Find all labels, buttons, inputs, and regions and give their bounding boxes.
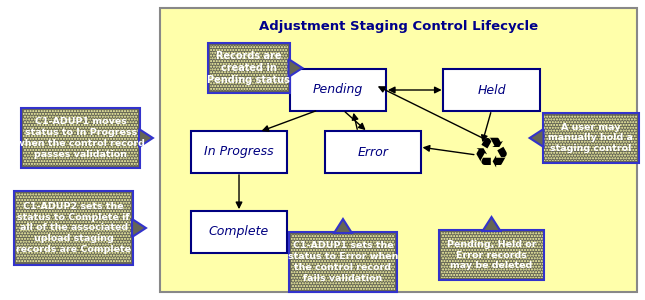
Text: A user may
manually hold a
staging control: A user may manually hold a staging contr… <box>548 123 633 153</box>
FancyBboxPatch shape <box>290 69 386 111</box>
Polygon shape <box>288 59 303 77</box>
Text: Pending, Held or
Error records
may be deleted: Pending, Held or Error records may be de… <box>447 240 536 270</box>
Polygon shape <box>482 217 501 231</box>
FancyBboxPatch shape <box>288 232 397 292</box>
Text: Complete: Complete <box>209 226 269 238</box>
Polygon shape <box>334 219 352 233</box>
Text: C1-ADUP1 sets the
status to Error when
the control record
fails validation: C1-ADUP1 sets the status to Error when t… <box>288 242 398 283</box>
FancyBboxPatch shape <box>444 69 539 111</box>
Text: Adjustment Staging Control Lifecycle: Adjustment Staging Control Lifecycle <box>259 20 538 33</box>
FancyBboxPatch shape <box>191 211 287 253</box>
FancyBboxPatch shape <box>14 191 133 265</box>
Polygon shape <box>139 129 153 147</box>
FancyBboxPatch shape <box>324 131 421 173</box>
Polygon shape <box>132 219 146 237</box>
Text: Pending: Pending <box>313 83 363 97</box>
Text: C1-ADUP1 moves
status to In Progress
when the control record
passes validation: C1-ADUP1 moves status to In Progress whe… <box>16 117 145 159</box>
FancyBboxPatch shape <box>542 113 639 163</box>
Text: In Progress: In Progress <box>204 146 274 158</box>
Text: Error: Error <box>357 146 388 158</box>
Text: Held: Held <box>477 83 506 97</box>
Text: ♻: ♻ <box>473 134 510 176</box>
Text: C1-ADUP2 sets the
status to Complete if
all of the associated
upload staging
rec: C1-ADUP2 sets the status to Complete if … <box>16 202 131 254</box>
FancyBboxPatch shape <box>191 131 287 173</box>
FancyBboxPatch shape <box>208 43 290 93</box>
Text: Records are
created in
Pending status: Records are created in Pending status <box>208 51 290 85</box>
FancyBboxPatch shape <box>439 230 544 280</box>
FancyBboxPatch shape <box>21 108 140 168</box>
Polygon shape <box>530 129 544 147</box>
FancyBboxPatch shape <box>160 8 637 292</box>
